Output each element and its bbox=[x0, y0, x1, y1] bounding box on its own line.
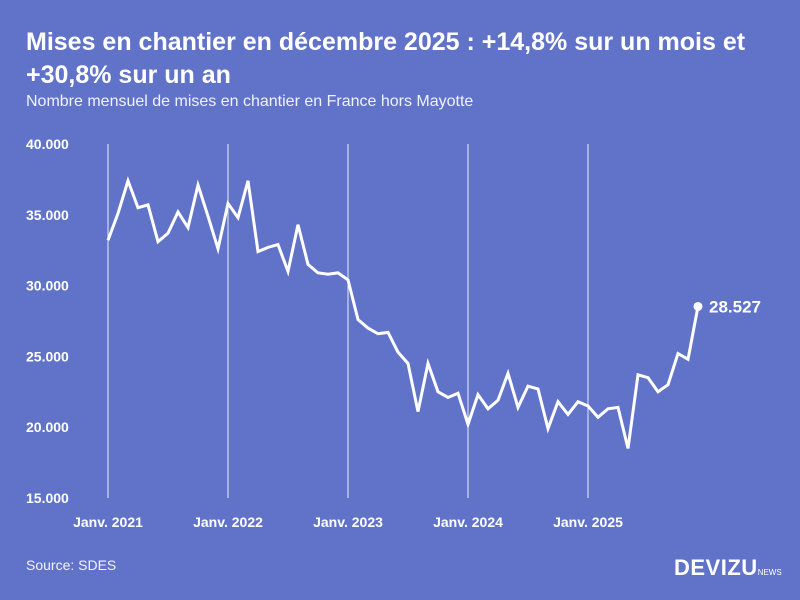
y-tick-label: 25.000 bbox=[26, 348, 69, 364]
last-point-marker bbox=[693, 301, 703, 311]
x-tick-label: Janv. 2022 bbox=[193, 514, 263, 530]
x-tick-label: Janv. 2023 bbox=[313, 514, 383, 530]
devizu-logo: DEVIZUNEWS bbox=[674, 555, 782, 581]
y-tick-label: 30.000 bbox=[26, 278, 69, 294]
series-line bbox=[106, 176, 700, 449]
logo-suffix: NEWS bbox=[757, 568, 782, 577]
chart-title: Mises en chantier en décembre 2025 : +14… bbox=[26, 28, 746, 89]
source-note: Source: SDES bbox=[26, 557, 117, 573]
x-tick-label: Janv. 2021 bbox=[73, 514, 143, 530]
x-tick-label: Janv. 2025 bbox=[553, 514, 623, 530]
logo-main: DEVIZU bbox=[674, 555, 758, 580]
last-value-label: 28.527 bbox=[709, 297, 761, 316]
y-tick-label: 20.000 bbox=[26, 419, 69, 435]
y-tick-label: 40.000 bbox=[26, 136, 69, 152]
y-tick-label: 15.000 bbox=[26, 490, 69, 506]
y-tick-label: 35.000 bbox=[26, 207, 69, 223]
chart-subtitle: Nombre mensuel de mises en chantier en F… bbox=[26, 93, 474, 110]
x-tick-label: Janv. 2024 bbox=[433, 514, 503, 530]
